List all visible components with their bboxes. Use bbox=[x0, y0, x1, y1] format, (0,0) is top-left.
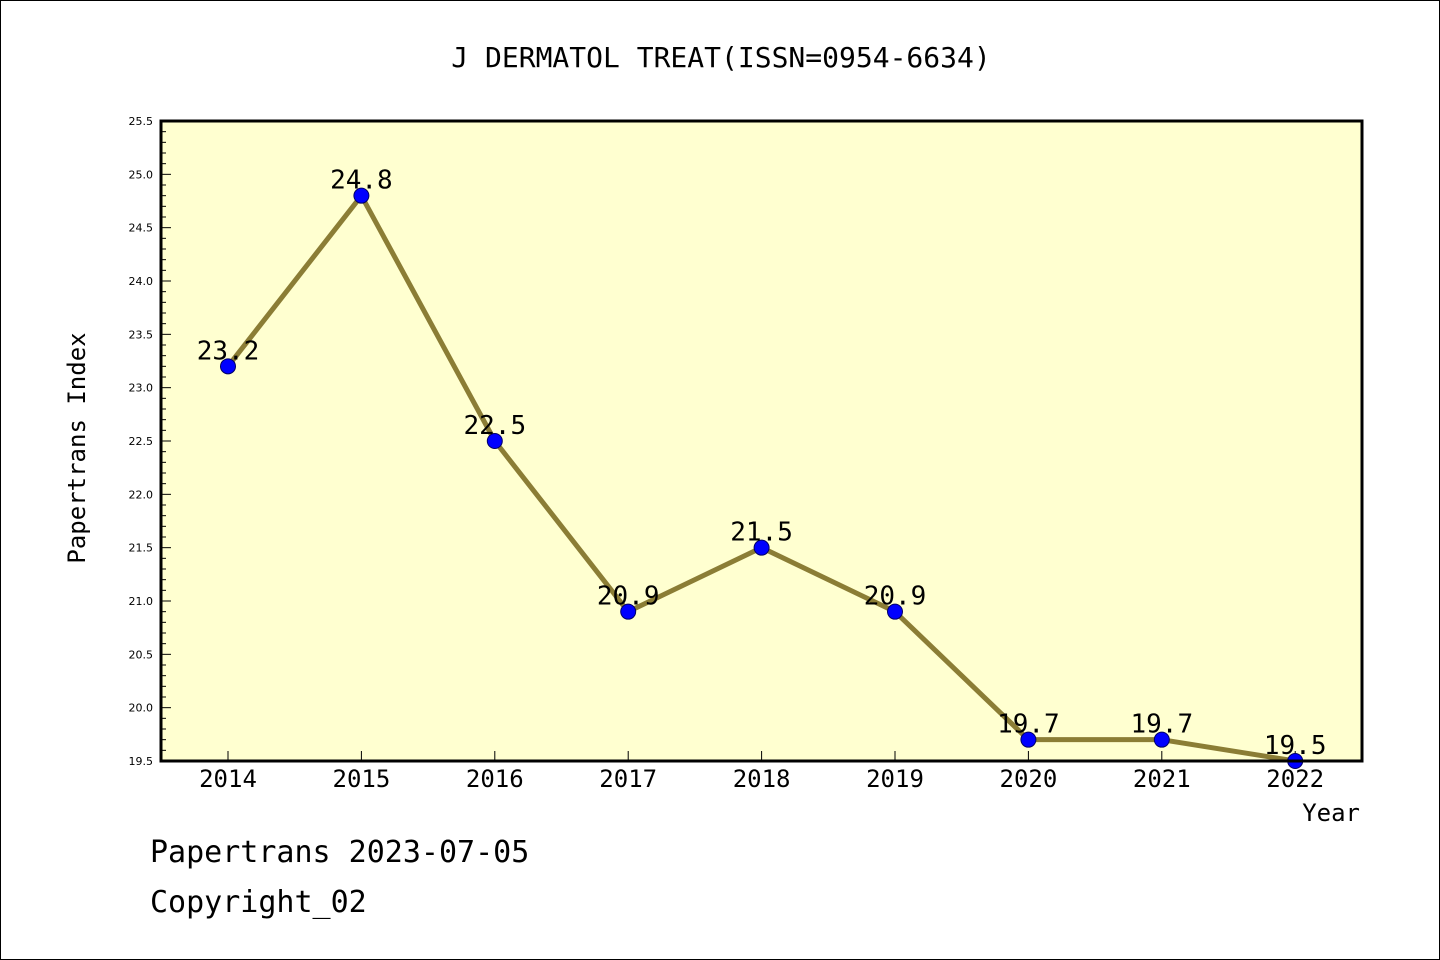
x-axis-label: Year bbox=[1302, 799, 1360, 827]
data-point bbox=[353, 187, 370, 204]
y-tick-label: 21.5 bbox=[129, 542, 154, 555]
x-tick-label: 2014 bbox=[199, 765, 257, 793]
y-tick-label: 24.5 bbox=[129, 222, 154, 235]
y-tick-label: 19.5 bbox=[129, 755, 154, 768]
y-tick-label: 22.5 bbox=[129, 435, 154, 448]
data-point bbox=[1020, 731, 1037, 748]
data-label: 23.2 bbox=[197, 336, 260, 366]
data-label: 20.9 bbox=[864, 582, 927, 612]
x-tick-label: 2015 bbox=[333, 765, 391, 793]
y-tick-label: 25.0 bbox=[129, 168, 154, 181]
x-tick-label: 2016 bbox=[466, 765, 524, 793]
y-tick-label: 25.5 bbox=[129, 115, 154, 128]
y-tick-label: 23.0 bbox=[129, 382, 154, 395]
data-point bbox=[220, 358, 236, 375]
y-tick-label: 22.0 bbox=[129, 488, 154, 501]
data-point bbox=[887, 603, 903, 620]
y-tick-label: 21.0 bbox=[129, 595, 154, 608]
data-label: 19.7 bbox=[1130, 710, 1193, 740]
chart-title: J DERMATOL TREAT(ISSN=0954-6634) bbox=[451, 41, 990, 74]
data-label: 20.9 bbox=[597, 582, 660, 612]
x-tick-label: 2020 bbox=[1000, 765, 1058, 793]
x-tick-label: 2022 bbox=[1266, 765, 1324, 793]
data-point bbox=[620, 603, 637, 620]
y-axis-ticks: 19.5 20.0 20.5 21.0 21.5 22.0 22.5 23.0 23.5 24.0… bbox=[129, 115, 171, 768]
x-tick-label: 2021 bbox=[1133, 765, 1191, 793]
y-axis-label: Papertrans Index bbox=[63, 332, 91, 563]
x-axis-ticks: 2014 2015 2016 2017 2018 2019 2020 2021 2022 bbox=[199, 751, 1324, 793]
y-tick-label: 20.5 bbox=[129, 648, 154, 661]
data-label: 19.7 bbox=[997, 710, 1060, 740]
plot-frame bbox=[159, 119, 1364, 763]
y-tick-label: 20.0 bbox=[129, 702, 154, 715]
series-layer: 23.2 24.8 22.5 20.9 21.5 20.9 19.7 19.7 19.5 bbox=[197, 166, 1327, 769]
footer-copyright-text: Copyright_02 bbox=[150, 885, 367, 920]
data-label: 24.8 bbox=[330, 166, 393, 196]
data-label: 19.5 bbox=[1264, 731, 1327, 761]
plot-area bbox=[161, 121, 1362, 761]
y-tick-label: 23.5 bbox=[129, 328, 154, 341]
data-point bbox=[753, 539, 770, 556]
data-label: 22.5 bbox=[463, 411, 526, 441]
footer-date-text: Papertrans 2023-07-05 bbox=[150, 835, 530, 870]
data-label: 21.5 bbox=[730, 518, 793, 548]
data-point bbox=[486, 433, 503, 449]
data-point bbox=[1153, 731, 1170, 748]
x-tick-label: 2018 bbox=[733, 765, 791, 793]
y-tick-label: 24.0 bbox=[129, 275, 154, 288]
x-tick-label: 2019 bbox=[866, 765, 924, 793]
x-tick-label: 2017 bbox=[599, 765, 657, 793]
